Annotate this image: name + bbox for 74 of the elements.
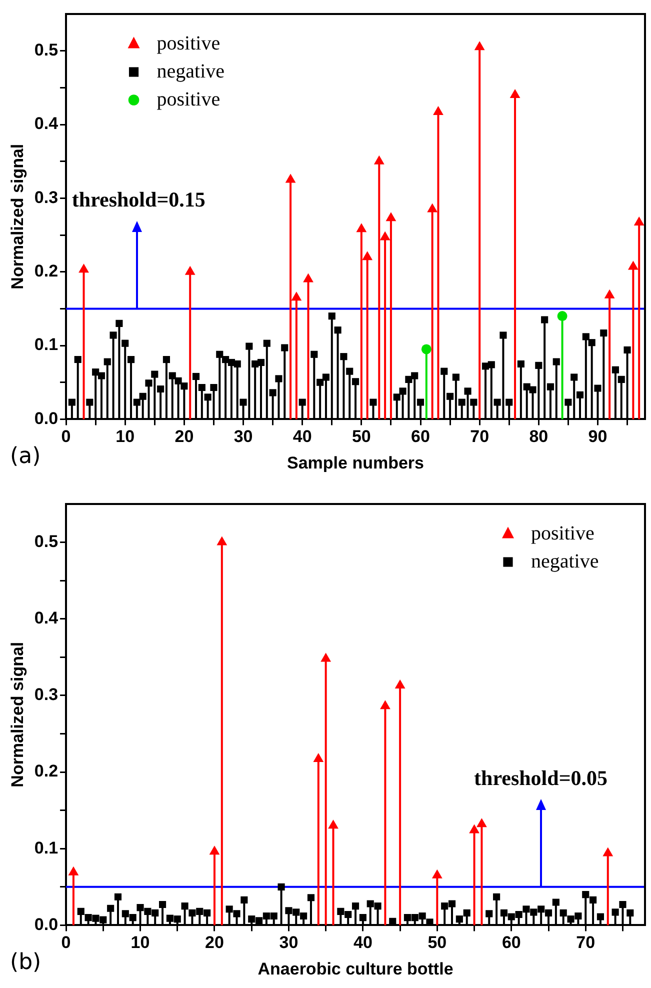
x-axis-title: Anaerobic culture bottle [258, 959, 454, 978]
point [474, 41, 485, 50]
point [602, 847, 614, 856]
legend-label: positive [531, 522, 594, 544]
point [634, 216, 644, 226]
point [374, 155, 384, 164]
y-tick-label: 0.3 [34, 685, 58, 704]
x-tick-label: 60 [502, 933, 521, 952]
x-tick-label: 80 [529, 427, 548, 446]
x-tick-label: 70 [470, 427, 490, 446]
point [356, 223, 367, 232]
point [303, 273, 314, 282]
legend-label: positive [156, 32, 220, 54]
point [557, 311, 568, 322]
point [78, 264, 89, 273]
point [313, 753, 324, 762]
legend-label: negative [531, 550, 599, 572]
y-tick-label: 0.2 [34, 762, 58, 781]
x-tick-label: 40 [292, 427, 312, 446]
point [362, 251, 373, 260]
point [469, 824, 480, 834]
point [320, 652, 332, 662]
point [421, 344, 432, 354]
legend-label: negative [156, 60, 225, 82]
y-axis-title: Normalized signal [8, 642, 27, 788]
y-tick-label: 0.2 [34, 262, 58, 281]
y-tick-label: 0.1 [34, 838, 58, 858]
y-tick-label: 0.4 [34, 114, 59, 134]
x-tick-label: 40 [353, 933, 372, 952]
point [604, 289, 615, 298]
ref-line-label: threshold=0.05 [474, 766, 608, 790]
point [184, 266, 196, 275]
point [285, 174, 296, 183]
text: (b) [10, 950, 42, 976]
x-tick-label: 90 [588, 427, 608, 446]
x-tick-label: 0 [61, 933, 71, 952]
point [432, 869, 442, 878]
y-tick-label: 0.1 [34, 335, 58, 354]
y-tick-label: 0.0 [34, 408, 58, 428]
ref-line-label: threshold=0.15 [72, 188, 206, 212]
point [380, 231, 390, 240]
x-tick-label: 30 [279, 933, 298, 952]
x-axis-title: Sample numbers [287, 453, 424, 472]
y-tick-label: 0.5 [34, 532, 58, 551]
point [427, 203, 438, 212]
point [380, 700, 390, 710]
text: (a) [10, 444, 41, 470]
point [328, 820, 338, 829]
point [510, 89, 520, 98]
x-tick-label: 20 [174, 427, 194, 446]
y-tick-label: 0.4 [34, 608, 59, 628]
legend-label: positive [156, 88, 220, 110]
point [394, 680, 406, 688]
point [476, 818, 487, 828]
x-tick-label: 30 [234, 427, 253, 446]
x-tick-label: 0 [61, 427, 71, 446]
y-tick-label: 0.5 [34, 40, 58, 60]
point [209, 846, 220, 855]
x-tick-label: 70 [576, 933, 596, 952]
x-tick-label: 10 [130, 933, 150, 952]
point [68, 866, 79, 876]
x-tick-label: 60 [411, 427, 430, 446]
x-tick-label: 50 [428, 933, 447, 952]
y-tick-label: 0.3 [34, 188, 58, 207]
x-tick-label: 20 [205, 933, 224, 952]
point [628, 260, 638, 270]
point [216, 536, 228, 546]
x-tick-label: 10 [116, 427, 135, 446]
y-tick-label: 0.0 [34, 914, 58, 934]
point [291, 292, 302, 301]
x-tick-label: 50 [352, 427, 371, 446]
y-axis-title: Normalized signal [8, 144, 27, 290]
point [386, 212, 396, 222]
point [433, 106, 444, 115]
